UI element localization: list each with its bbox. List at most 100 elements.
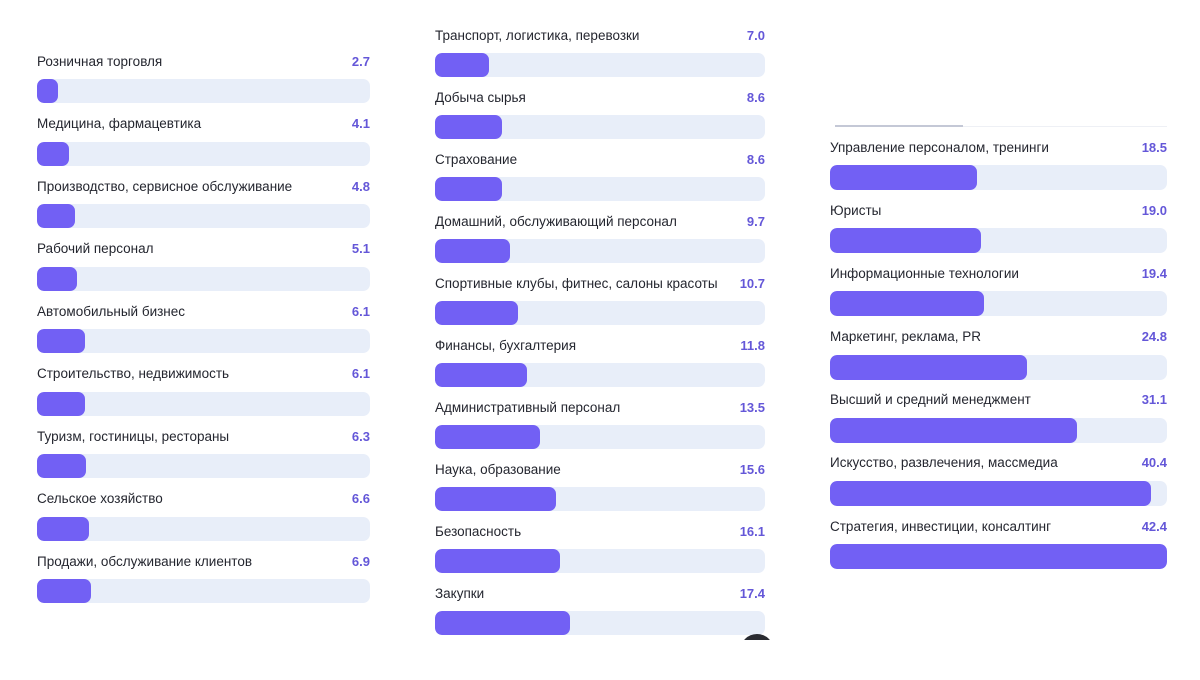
bar-track <box>435 487 765 511</box>
data-label: 6.3 <box>351 428 370 444</box>
category-label: Продажи, обслуживание клиентов <box>37 553 253 569</box>
data-label: 15.6 <box>739 461 765 477</box>
category-label: Юристы <box>830 202 882 218</box>
bar <box>435 239 511 263</box>
bar <box>830 480 1152 506</box>
data-label: 31.1 <box>1141 392 1167 408</box>
bar-row-header: Производство, сервисное обслуживание 4.8 <box>37 175 370 197</box>
bar-track <box>37 204 370 228</box>
category-label: Управление персоналом, тренинги <box>830 139 1049 155</box>
data-label: 6.9 <box>351 553 370 569</box>
bar-track <box>435 549 765 573</box>
bar-row-header: Сельское хозяйство 6.6 <box>37 488 370 510</box>
bar-row: Закупки 17.4 <box>435 582 765 636</box>
bar <box>830 354 1028 380</box>
bar-track <box>830 291 1167 317</box>
bar-row-header: Финансы, бухгалтерия 11.8 <box>435 334 765 356</box>
bottom-edge-mask <box>700 640 820 680</box>
bar-row: Юристы 19.0 <box>830 199 1167 262</box>
category-label: Спортивные клубы, фитнес, салоны красоты <box>435 275 718 291</box>
bar-row-header: Высший и средний менеджмент 31.1 <box>830 389 1167 411</box>
category-label: Финансы, бухгалтерия <box>435 337 577 353</box>
bar <box>830 544 1167 570</box>
bar <box>37 329 85 353</box>
data-label: 6.1 <box>351 366 370 381</box>
bar-track <box>37 141 370 166</box>
category-label: Административный персонал <box>435 399 621 415</box>
category-label: Сельское хозяйство <box>37 491 163 506</box>
bar <box>830 165 978 190</box>
column-3-top-divider <box>835 125 963 127</box>
category-label: Безопасность <box>435 523 522 539</box>
category-label: Розничная торговля <box>37 53 163 69</box>
bar-row-header: Маркетинг, реклама, PR 24.8 <box>830 326 1167 348</box>
bar <box>37 141 70 166</box>
bar-track <box>37 516 370 541</box>
bar <box>37 391 85 416</box>
data-label: 4.8 <box>351 178 370 194</box>
bar <box>830 228 981 254</box>
bar-row: Розничная торговля 2.7 <box>37 50 370 113</box>
bar <box>435 549 561 573</box>
data-label: 8.6 <box>746 151 765 167</box>
data-label: 10.7 <box>739 275 765 291</box>
bar <box>37 204 75 228</box>
bar-row: Рабочий персонал 5.1 <box>37 238 370 301</box>
bar-row-header: Управление персоналом, тренинги 18.5 <box>830 136 1167 158</box>
bar-track <box>435 115 765 139</box>
data-label: 6.1 <box>351 303 370 319</box>
bar-row: Добыча сырья 8.6 <box>435 86 765 148</box>
bar-track <box>435 177 765 201</box>
data-label: 4.1 <box>351 116 370 131</box>
bar-track <box>37 391 370 416</box>
data-label: 40.4 <box>1141 455 1167 471</box>
category-label: Производство, сервисное обслуживание <box>37 178 293 194</box>
bar-list-column-1: Розничная торговля 2.7 Медицина, фармацевт… <box>37 50 370 613</box>
bar-track <box>435 239 765 263</box>
bar-row: Наука, образование 15.6 <box>435 458 765 520</box>
data-label: 24.8 <box>1141 329 1167 345</box>
data-label: 11.8 <box>740 337 765 353</box>
bar-track <box>830 228 1167 254</box>
bar-track <box>830 480 1167 506</box>
bar-track <box>435 53 765 77</box>
bar-row: Информационные технологии 19.4 <box>830 262 1167 325</box>
category-label: Информационные технологии <box>830 265 1019 281</box>
data-label: 18.5 <box>1141 139 1167 155</box>
bar-track <box>435 425 765 449</box>
bar <box>435 425 541 449</box>
data-label: 9.7 <box>746 213 765 229</box>
bar-row: Финансы, бухгалтерия 11.8 <box>435 334 765 396</box>
category-label: Закупки <box>435 585 485 601</box>
bar-row: Сельское хозяйство 6.6 <box>37 488 370 551</box>
bar-row-header: Безопасность 16.1 <box>435 520 765 542</box>
bar-track <box>830 165 1167 190</box>
bar-row-header: Добыча сырья 8.6 <box>435 86 765 108</box>
bar-track <box>37 454 370 478</box>
bar-row: Производство, сервисное обслуживание 4.8 <box>37 175 370 238</box>
bar <box>435 487 557 511</box>
bar-row: Административный персонал 13.5 <box>435 396 765 458</box>
bar-row: Стратегия, инвестиции, консалтинг 42.4 <box>830 515 1167 578</box>
bar-row: Автомобильный бизнес 6.1 <box>37 300 370 363</box>
bar <box>830 417 1078 443</box>
bar-row: Строительство, недвижимость 6.1 <box>37 363 370 426</box>
bar-track <box>435 301 765 325</box>
category-label: Стратегия, инвестиции, консалтинг <box>830 518 1052 534</box>
category-label: Наука, образование <box>435 461 561 477</box>
bar-track <box>830 417 1167 443</box>
bar <box>830 291 985 317</box>
category-label: Медицина, фармацевтика <box>37 116 202 131</box>
bar-row-header: Розничная торговля 2.7 <box>37 50 370 72</box>
category-label: Страхование <box>435 151 518 167</box>
bar-row-header: Домашний, обслуживающий персонал 9.7 <box>435 210 765 232</box>
bar <box>37 454 87 478</box>
bar <box>37 579 92 603</box>
bar-row: Спортивные клубы, фитнес, салоны красоты… <box>435 272 765 334</box>
bar-track <box>37 329 370 353</box>
bar-list-column-2: Транспорт, логистика, перевозки 7.0 Добыча… <box>435 24 765 636</box>
data-label: 6.6 <box>351 491 370 506</box>
bar-row-header: Юристы 19.0 <box>830 199 1167 221</box>
category-label: Маркетинг, реклама, PR <box>830 329 981 345</box>
data-label: 7.0 <box>746 27 765 43</box>
